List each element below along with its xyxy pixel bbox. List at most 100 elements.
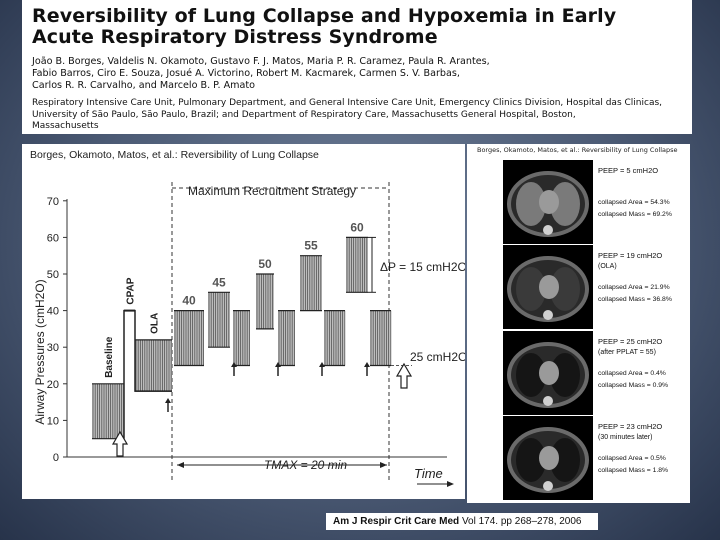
y-tick-label: 50 <box>47 269 59 281</box>
ct-left-lung <box>516 267 546 311</box>
journal-volume: Vol 174. pp 268–278, 2006 <box>461 516 582 527</box>
ct-right-lung <box>550 438 580 482</box>
phase-label: 45 <box>212 275 226 289</box>
ct-scan-row: PEEP = 23 cmH2O (30 minutes later) collaps… <box>503 416 668 500</box>
ct-scan-row: PEEP = 25 cmH2O (after PPLAT = 55) collaps… <box>503 331 668 415</box>
affil-line-2: University of São Paulo, São Paulo, Braz… <box>32 109 576 120</box>
solid-arrowhead <box>231 362 237 367</box>
ct-area-label: collapsed Area = 21.9% <box>598 284 670 291</box>
ct-right-lung <box>550 182 580 226</box>
ct-spine <box>543 310 553 320</box>
ct-sub-label: (30 minutes later) <box>598 434 652 441</box>
hollow-arrow <box>395 362 413 389</box>
ct-left-lung <box>516 353 546 397</box>
solid-arrowhead <box>319 362 325 367</box>
paper-title: Reversibility of Lung Collapse and Hypox… <box>32 6 682 48</box>
plateau-annotation: 25 cmH2O <box>410 350 465 364</box>
phase-bar <box>370 310 392 367</box>
phase-label: Baseline <box>104 336 115 378</box>
phase-bar <box>346 236 368 293</box>
phase-bar <box>233 310 250 367</box>
chart-xlabel: Time <box>414 466 443 481</box>
ct-spine <box>543 481 553 491</box>
journal-name: Am J Respir Crit Care Med <box>333 516 460 527</box>
title-line-2: Acute Respiratory Distress Syndrome <box>32 26 438 48</box>
ct-heart <box>539 190 559 214</box>
phase-fill <box>278 310 295 366</box>
authors-line-1: João B. Borges, Valdelis N. Okamoto, Gus… <box>32 56 490 67</box>
delta-p-annotation: ΔP = 15 cmH2O <box>380 260 465 274</box>
ct-heart <box>539 275 559 299</box>
ct-area-label: collapsed Area = 0.5% <box>598 455 666 462</box>
chart-title: Maximum Recruitment Strategy <box>188 184 356 198</box>
y-tick-label: 40 <box>47 306 59 318</box>
title-line-1: Reversibility of Lung Collapse and Hypox… <box>32 5 617 27</box>
ct-spine <box>543 225 553 235</box>
ct-right-lung <box>550 353 580 397</box>
citation: Am J Respir Crit Care Med Vol 174. pp 26… <box>326 513 598 530</box>
authors-line-2: Fabio Barros, Ciro E. Souza, Josué A. Vi… <box>32 68 460 79</box>
phase-bar <box>256 273 274 330</box>
y-tick-label: 0 <box>53 452 59 464</box>
tmax-arrow-left <box>177 462 184 468</box>
ct-mass-label: collapsed Mass = 0.9% <box>598 382 668 389</box>
chart-ylabel: Airway Pressures (cmH2O) <box>33 279 47 424</box>
ct-peep-label: PEEP = 25 cmH2O <box>598 337 662 346</box>
ct-area-label: collapsed Area = 54.3% <box>598 199 670 206</box>
phase-label: 50 <box>258 257 272 271</box>
phase-bar <box>208 291 230 348</box>
ct-right-lung <box>550 267 580 311</box>
phase-bar <box>174 310 205 367</box>
phase-bar <box>135 339 172 392</box>
phase-label: 55 <box>304 239 318 253</box>
phase-bar <box>278 310 295 367</box>
ct-peep-label: PEEP = 23 cmH2O <box>598 422 662 431</box>
ct-left-lung <box>516 438 546 482</box>
chart-caption: Borges, Okamoto, Matos, et al.: Reversib… <box>30 149 319 161</box>
affil-line-1: Respiratory Intensive Care Unit, Pulmona… <box>32 98 663 108</box>
phase-bar <box>92 383 125 440</box>
phase-bar <box>324 310 346 367</box>
hollow-arrow <box>111 430 129 457</box>
phase-label: 60 <box>350 220 364 234</box>
ct-mass-label: collapsed Mass = 1.8% <box>598 467 668 474</box>
solid-arrowhead <box>275 362 281 367</box>
paper-header: Reversibility of Lung Collapse and Hypox… <box>22 0 692 134</box>
ct-scan-figure: PEEP = 5 cmH2O collapsed Area = 54.3% coll… <box>503 160 672 500</box>
phase-label: CPAP <box>126 277 137 304</box>
solid-arrowhead <box>364 362 370 367</box>
phase-label: OLA <box>150 313 161 334</box>
ct-left-lung <box>516 182 546 226</box>
affiliations: Respiratory Intensive Care Unit, Pulmona… <box>32 98 682 133</box>
y-tick-label: 20 <box>47 379 59 391</box>
ct-scan-row: PEEP = 5 cmH2O collapsed Area = 54.3% coll… <box>503 160 672 244</box>
ct-spine <box>543 396 553 406</box>
tmax-arrow-right <box>380 462 387 468</box>
ct-caption: Borges, Okamoto, Matos, et al.: Reversib… <box>477 146 678 154</box>
ct-heart <box>539 361 559 385</box>
pressure-chart: Borges, Okamoto, Matos, et al.: Reversib… <box>30 149 467 487</box>
author-list: João B. Borges, Valdelis N. Okamoto, Gus… <box>32 56 682 92</box>
y-tick-label: 70 <box>47 196 59 208</box>
ct-sub-label: (OLA) <box>598 263 617 270</box>
pressure-trace <box>123 309 172 439</box>
solid-arrowhead <box>165 398 171 403</box>
time-arrowhead <box>447 481 454 487</box>
ct-mass-label: collapsed Mass = 36.8% <box>598 296 672 303</box>
affil-line-3: Massachusetts <box>32 121 99 131</box>
ct-scan-panel: Borges, Okamoto, Matos, et al.: Reversib… <box>467 144 690 503</box>
ct-area-label: collapsed Area = 0.4% <box>598 370 666 377</box>
tmax-annotation: TMAX = 20 min <box>264 458 347 472</box>
phase-label: 40 <box>182 294 196 308</box>
ct-scan-row: PEEP = 19 cmH2O (OLA) collapsed Area = 21.… <box>503 245 672 329</box>
phase-fill <box>233 310 250 366</box>
phase-fill <box>256 274 274 329</box>
y-tick-label: 60 <box>47 232 59 244</box>
authors-line-3: Carlos R. R. Carvalho, and Marcelo B. P.… <box>32 80 255 91</box>
pressure-chart-panel: Borges, Okamoto, Matos, et al.: Reversib… <box>22 144 467 499</box>
ct-mass-label: collapsed Mass = 69.2% <box>598 211 672 218</box>
phase-bar <box>300 255 322 312</box>
ct-heart <box>539 446 559 470</box>
ct-peep-label: PEEP = 5 cmH2O <box>598 166 658 175</box>
y-tick-label: 30 <box>47 342 59 354</box>
